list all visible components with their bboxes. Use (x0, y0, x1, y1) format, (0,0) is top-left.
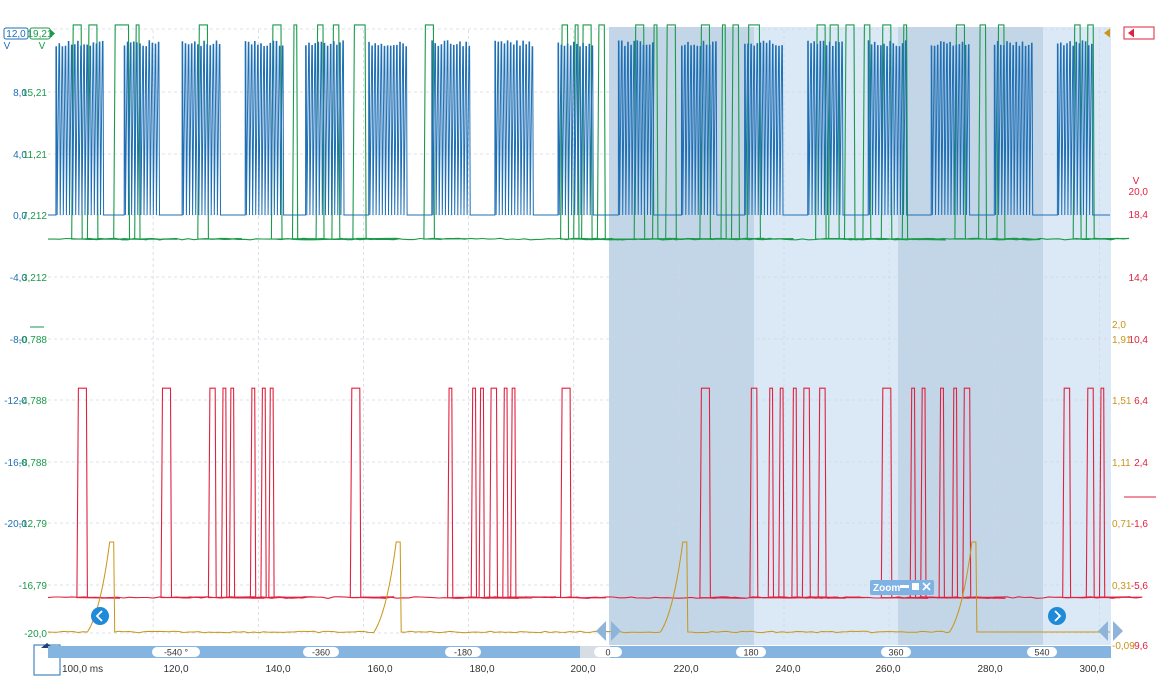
green-axis-tick-4: -0,788 (19, 335, 48, 346)
orange-axis-tick-1: 1,91 (1112, 335, 1132, 346)
ruler-label-1: -360 (312, 648, 330, 658)
ruler-label-0: -540 ° (164, 648, 189, 658)
red-axis-tick-8: -9,6 (1131, 641, 1149, 652)
ruler-pill-2 (445, 647, 481, 657)
axes: 12,0V8,04,00,0-4,0-8,0-12,0-16,0-20,019,… (3, 26, 1156, 676)
x-tick-2: 160,0 (367, 664, 392, 675)
ruler-label-6: 540 (1034, 648, 1049, 658)
green-axis-tick-2: 7,212 (22, 211, 47, 222)
ruler-label-2: -180 (454, 648, 472, 658)
red-axis-tick-3: 10,4 (1129, 335, 1149, 346)
ruler-pill-3 (594, 647, 622, 657)
controls: Zoom (91, 580, 1123, 641)
orange-axis-tick-2: 1,51 (1112, 396, 1132, 407)
ruler-pill-4 (736, 647, 766, 657)
orange-axis-tick-5: 0,31 (1112, 581, 1132, 592)
green-axis-tick-5: -4,788 (19, 396, 48, 407)
crank-angle-ruler: -540 ° -360 -180 0 180 360 540 (48, 646, 1111, 658)
orange-axis-tick-0: 2,0 (1112, 320, 1126, 331)
red-axis-tick-7: -5,6 (1131, 581, 1149, 592)
scroll-right-circle[interactable] (1048, 607, 1066, 625)
zoom-close-icon[interactable] (922, 582, 931, 591)
selection-handle-left-icon-2[interactable] (611, 621, 621, 641)
blue-axis-tick-0: 8,0 (13, 88, 27, 99)
ruler-label-3: 0 (605, 648, 610, 658)
scroll-left-circle[interactable] (91, 607, 109, 625)
ruler-label-5: 360 (888, 648, 903, 658)
x-tick-1: 140,0 (265, 664, 290, 675)
zoom-minus-icon[interactable] (900, 585, 909, 588)
red-axis-tick-0: 20,0 (1129, 187, 1149, 198)
blue-axis-tick-2: 0,0 (13, 211, 27, 222)
blue-axis-tick-3: -4,0 (10, 273, 28, 284)
ruler-pill-1 (303, 647, 339, 657)
red-axis-tick-4: 6,4 (1134, 396, 1148, 407)
x-tick-8: 280,0 (977, 664, 1002, 675)
selection-handle-right-icon-2[interactable] (1113, 621, 1123, 641)
red-axis-unit: V (1133, 176, 1140, 187)
x-tick-9: 300,0 (1079, 664, 1104, 675)
scroll-left-button[interactable] (91, 607, 109, 625)
green-axis-marker-icon (50, 29, 55, 38)
red-axis-tick-6: -1,6 (1131, 519, 1149, 530)
orange-axis-tick-3: 1,11 (1112, 458, 1131, 469)
ruler-bar-right (608, 646, 1111, 658)
blue-axis-top-label: 12,0 (6, 29, 26, 40)
green-axis-tick-9: -20,0 (24, 629, 47, 640)
blue-axis-unit: V (4, 41, 11, 52)
blue-axis-tick-4: -8,0 (10, 335, 28, 346)
green-axis-top-label: 19,21 (27, 29, 52, 40)
red-axis-tick-5: 2,4 (1134, 458, 1148, 469)
selection-background (609, 27, 1111, 645)
red-axis-marker-icon (1128, 28, 1134, 38)
zoom-square-icon[interactable] (912, 583, 919, 590)
x-tick-6: 240,0 (775, 664, 800, 675)
ruler-label-4: 180 (743, 648, 758, 658)
selection-handle-right-icon[interactable] (1098, 621, 1108, 641)
orange-axis-tick-4: 0,71 (1112, 519, 1132, 530)
x-tick-0: 120,0 (163, 664, 188, 675)
zoom-control[interactable]: Zoom (870, 580, 934, 595)
blue-axis-tick-6: -16,0 (4, 458, 27, 469)
red-axis-marker-box (1123, 26, 1155, 40)
ruler-pill-5 (881, 647, 911, 657)
x-tick-7: 260,0 (875, 664, 900, 675)
green-axis-tick-7: -12,79 (19, 519, 48, 530)
blue-axis-tick-5: -12,0 (4, 396, 27, 407)
green-axis-tick-1: 11,21 (23, 150, 48, 161)
zoom-label: Zoom (873, 583, 900, 594)
blue-axis-tick-7: -20,0 (4, 519, 27, 530)
red-axis-tick-2: 14,4 (1129, 273, 1149, 284)
series-orange-trace (47, 541, 1110, 634)
x-tick-5: 220,0 (673, 664, 698, 675)
blue-axis-tick-1: 4,0 (13, 150, 27, 161)
ruler-pill-0 (152, 647, 200, 657)
selection-handle-left-icon[interactable] (596, 621, 606, 641)
green-axis-unit: V (39, 41, 46, 52)
chevron-right-icon (1054, 610, 1062, 622)
green-axis-tick-3: 3,212 (22, 273, 47, 284)
chevron-left-icon (95, 610, 103, 622)
orange-axis-tick-6: -0,09 (1112, 641, 1135, 652)
series-blue-trace (48, 40, 1110, 216)
orange-axis-marker-icon (1104, 28, 1110, 38)
traces (47, 24, 1143, 634)
green-axis-tick-0: 15,21 (22, 88, 47, 99)
green-axis-tick-8: -16,79 (19, 581, 48, 592)
scroll-right-button[interactable] (1048, 607, 1066, 625)
series-green-trace (48, 24, 1130, 241)
x-tick-3: 180,0 (469, 664, 494, 675)
blue-axis-top-box (3, 27, 29, 40)
x-unit-label: 100,0 ms (62, 664, 103, 675)
green-axis-tick-6: -8,788 (19, 458, 48, 469)
red-axis-tick-1: 18,4 (1129, 210, 1149, 221)
ruler-pill-6 (1027, 647, 1057, 657)
x-tick-4: 200,0 (570, 664, 595, 675)
